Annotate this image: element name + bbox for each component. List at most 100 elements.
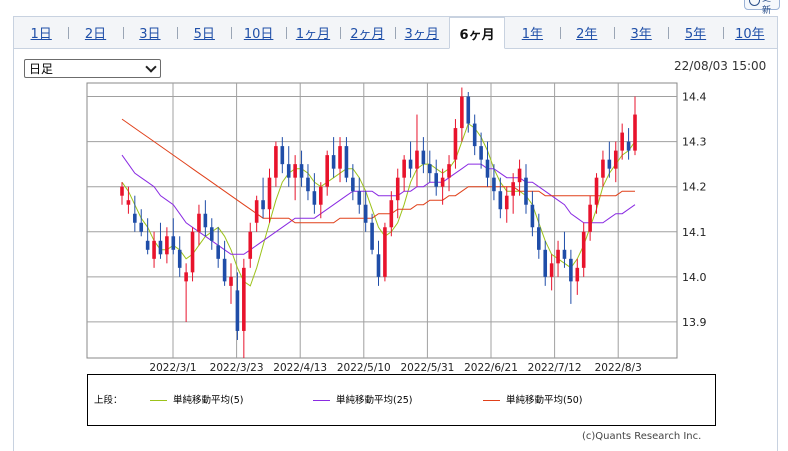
candle-body <box>524 177 528 205</box>
tab-10[interactable]: 2年 <box>559 17 614 48</box>
interval-select-value: 日足 <box>29 62 54 76</box>
candle-body <box>453 128 458 160</box>
y-tick-label: 13.9 <box>682 316 707 329</box>
candle-body <box>286 164 291 178</box>
candle-body <box>395 177 400 201</box>
legend-swatch-sma25 <box>313 400 330 401</box>
candle-body <box>351 177 355 192</box>
refresh-icon <box>749 0 760 6</box>
candle-body <box>434 173 439 187</box>
legend-swatch-sma5 <box>150 400 167 401</box>
candle-body <box>537 227 541 250</box>
tab-5[interactable]: 1ヶ月 <box>285 17 340 48</box>
candle-body <box>126 200 131 205</box>
legend-label-sma25: 単純移動平均(25) <box>336 395 413 406</box>
legend-swatch-sma50 <box>483 400 500 401</box>
timestamp: 22/08/03 15:00 <box>674 59 767 73</box>
candle-body <box>190 231 195 273</box>
tab-11[interactable]: 3年 <box>613 17 668 48</box>
legend: 上段： 単純移動平均(5) 単純移動平均(25) 単純移動平均(50) <box>87 374 716 426</box>
candle-body <box>472 123 477 147</box>
candle-body <box>177 249 182 268</box>
candle-body <box>556 249 560 264</box>
candle-body <box>626 141 631 151</box>
candle-body <box>248 231 253 259</box>
y-tick-label: 14.2 <box>682 181 707 194</box>
legend-label-sma5: 単純移動平均(5) <box>173 395 244 406</box>
sma50-line <box>121 118 635 224</box>
candle-body <box>274 146 278 178</box>
credit: (c)Quants Research Inc. <box>582 431 702 442</box>
legend-item-sma50: 単純移動平均(50) <box>483 392 583 406</box>
x-tick-label: 2022/8/3 <box>595 362 642 374</box>
tab-1[interactable]: 2日 <box>68 17 122 48</box>
candle-body <box>165 236 169 255</box>
tab-9[interactable]: 1年 <box>521 27 544 42</box>
candle-body <box>549 263 554 277</box>
candle-body <box>492 177 496 192</box>
legend-item-sma25: 単純移動平均(25) <box>313 392 413 406</box>
candle-body <box>620 132 624 151</box>
candle-body <box>376 254 381 277</box>
candle-body <box>235 290 240 331</box>
candle-body <box>498 191 503 210</box>
candle-body <box>440 177 445 187</box>
candle-body <box>517 168 522 183</box>
y-tick-label: 14.3 <box>682 136 707 149</box>
y-tick-label: 14.0 <box>682 271 707 284</box>
tab-12[interactable]: 5年 <box>668 17 722 48</box>
candle-body <box>267 177 272 210</box>
candlestick-chart: 14.4 14.3 14.2 14.1 14.0 13.9 2022/3/1 2022/3/2… <box>86 82 707 374</box>
legend-prefix: 上段： <box>94 395 123 406</box>
candle-body <box>415 150 419 169</box>
tab-0[interactable]: 1日 <box>30 27 52 42</box>
candle-body <box>402 159 406 178</box>
tab-8[interactable]: 6ヶ月 <box>448 17 506 49</box>
candle-body <box>485 159 490 178</box>
candle-body <box>370 222 374 250</box>
refresh-button[interactable]: 更新 <box>744 0 780 16</box>
candle-body <box>607 159 612 169</box>
candle-body <box>229 276 233 286</box>
candle-body <box>338 146 342 169</box>
interval-select[interactable]: 日足 <box>24 59 161 78</box>
candle-body <box>479 146 483 160</box>
candle-body <box>293 164 297 178</box>
candle-body <box>421 150 426 165</box>
candle-body <box>216 245 220 259</box>
candle-body <box>543 249 548 277</box>
candle-body <box>299 164 304 178</box>
x-tick-label: 2022/3/1 <box>149 362 196 374</box>
candle-body <box>357 191 362 205</box>
candle-body <box>588 204 592 232</box>
candle-body <box>145 240 150 250</box>
y-tick-label: 14.1 <box>682 226 707 239</box>
candle-body <box>133 213 137 223</box>
candle-body <box>280 146 285 165</box>
candle-body <box>613 150 618 169</box>
candle-body <box>120 186 124 196</box>
candle-body <box>184 272 188 282</box>
tab-2[interactable]: 3日 <box>122 17 177 48</box>
x-tick-label: 2022/7/12 <box>528 362 582 374</box>
candle-body <box>344 146 349 178</box>
plot-area <box>86 82 678 359</box>
tab-6[interactable]: 2ヶ月 <box>340 17 394 48</box>
legend-label-sma50: 単純移動平均(50) <box>506 395 583 406</box>
candle-body <box>306 177 310 192</box>
candle-body <box>312 191 317 205</box>
candle-body <box>569 258 573 282</box>
tab-7[interactable]: 3ヶ月 <box>394 17 449 48</box>
candle-body <box>581 231 586 268</box>
candle-body <box>466 96 471 124</box>
tab-3[interactable]: 5日 <box>177 17 231 48</box>
tab-4[interactable]: 10日 <box>231 17 285 48</box>
tab-13[interactable]: 10年 <box>722 17 777 48</box>
candle-body <box>222 258 227 282</box>
refresh-label: 更新 <box>762 0 772 16</box>
candle-body <box>203 213 208 228</box>
candle-body <box>139 222 144 232</box>
candle-body <box>331 155 336 169</box>
candle-body <box>158 240 163 255</box>
candle-body <box>383 227 387 277</box>
